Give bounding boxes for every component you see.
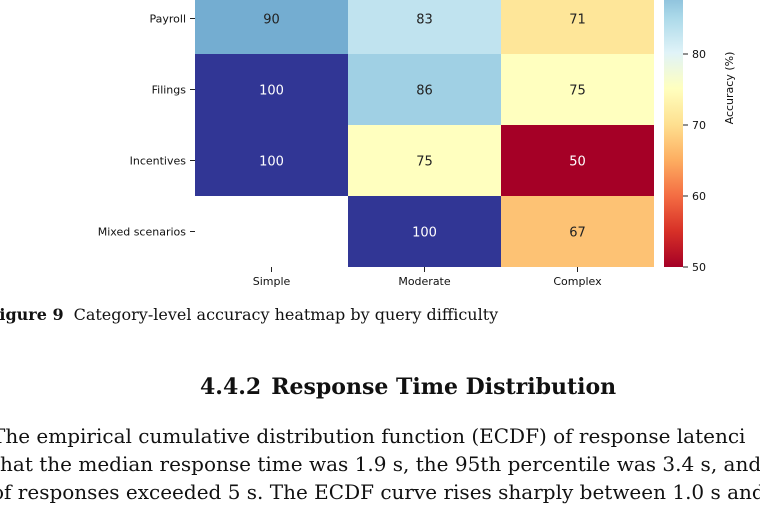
accuracy-heatmap: 90 83 71 100 86 75 100 75 50 100 67 Payroll Filings… [98,0,736,288]
section-title: Response Time Distribution [271,374,617,400]
body-line: The empirical cumulative distribution fu… [0,424,746,448]
body-line: of responses exceeded 5 s. The ECDF curv… [0,480,760,504]
heatmap-cell-label: 50 [569,155,586,170]
row-tick-labels: Payroll Filings Incentives Mixed scenarios [98,13,195,239]
heatmap-cell [348,125,501,196]
heatmap-cell [195,54,348,125]
heatmap-cell-label: 90 [263,13,280,28]
row-tick-label: Mixed scenarios [98,226,187,239]
column-tick-labels: Simple Moderate Complex [253,267,602,288]
body-line: that the median response time was 1.9 s,… [0,452,760,476]
heatmap-cell-label: 71 [569,13,586,28]
colorbar-tick-label: 50 [692,261,706,274]
row-tick-label: Filings [152,84,187,97]
figure-number: Figure 9 [0,305,64,324]
row-tick-label: Payroll [149,13,186,26]
column-tick-label: Complex [553,275,602,288]
colorbar-gradient [664,0,683,267]
heatmap-cell [348,54,501,125]
heatmap-cell [501,54,654,125]
heatmap-cells: 90 83 71 100 86 75 100 75 50 100 67 [195,0,654,267]
heatmap-cell [195,125,348,196]
heatmap-cell [501,196,654,267]
heatmap-cell-label: 86 [416,84,433,99]
heatmap-cell-label: 100 [259,155,284,170]
heatmap-cell-label: 75 [569,84,586,99]
colorbar: 50 60 70 80 Accuracy (%) [664,0,736,274]
colorbar-ticks: 50 60 70 80 [683,48,706,274]
figure-caption: Figure 9 Category-level accuracy heatmap … [0,305,760,324]
colorbar-tick-label: 70 [692,119,706,132]
section-number: 4.4.2 [200,374,262,400]
heatmap-cell [348,0,501,54]
colorbar-tick-label: 80 [692,48,706,61]
column-tick-label: Simple [253,275,291,288]
body-paragraph: The empirical cumulative distribution fu… [0,422,760,506]
colorbar-tick-label: 60 [692,190,706,203]
heatmap-cell-label: 83 [416,13,433,28]
row-tick-label: Incentives [130,155,187,168]
heatmap-cell-label: 100 [259,84,284,99]
heatmap-cell [501,0,654,54]
heatmap-cell [348,196,501,267]
heatmap-cell [501,125,654,196]
heatmap-cell-label: 67 [569,226,586,241]
colorbar-label: Accuracy (%) [723,52,736,125]
heatmap-cell-label: 75 [416,155,433,170]
column-tick-label: Moderate [398,275,451,288]
heatmap-cell-label: 100 [412,226,437,241]
heatmap-cell [195,0,348,54]
section-heading: 4.4.2 Response Time Distribution [200,374,616,400]
figure-caption-text: Category-level accuracy heatmap by query… [73,305,499,324]
